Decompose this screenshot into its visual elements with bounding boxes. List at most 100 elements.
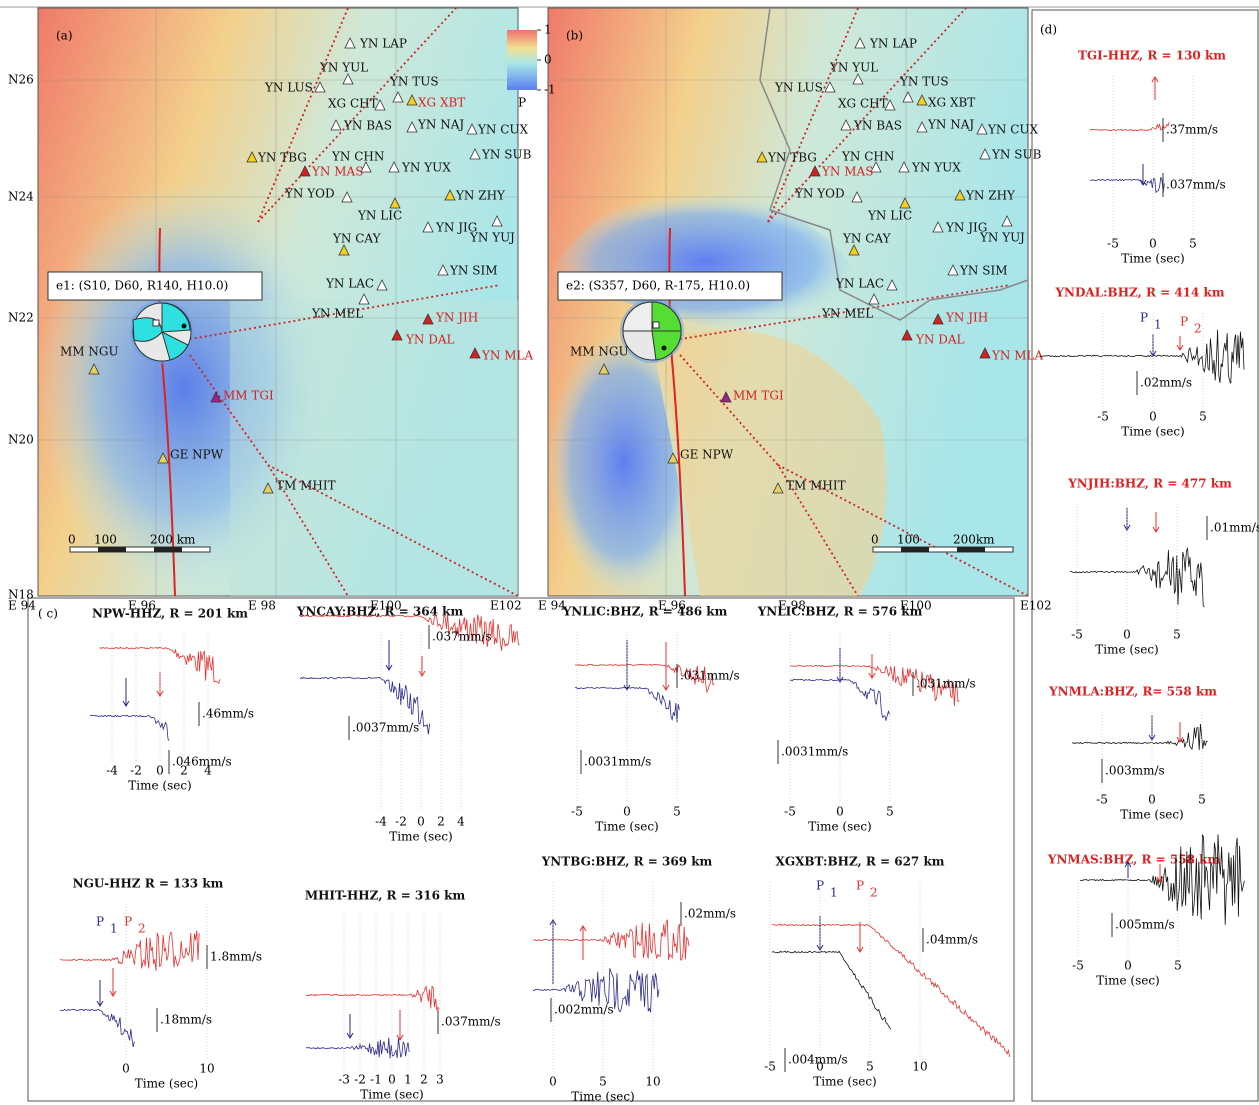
station-label: YN YOD — [794, 187, 845, 201]
x-tick-label: -5 — [1107, 237, 1119, 251]
station-label: YN CHN — [331, 150, 384, 164]
longitude-label: E 98 — [248, 599, 276, 613]
scale-label: .0037mm/s — [352, 721, 419, 735]
mechanism-a — [130, 300, 194, 364]
station-label: YN DAL — [915, 333, 965, 347]
latitude-label: N26 — [8, 73, 34, 87]
x-tick-label: 0 — [836, 805, 844, 819]
pick-label: P — [124, 915, 132, 929]
trace-title: MHIT-HHZ, R = 316 km — [305, 889, 466, 903]
x-tick-label: -2 — [354, 1073, 366, 1087]
trace-title: YNDAL:BHZ, R = 414 km — [1054, 286, 1224, 300]
pick-subscript: 1 — [1154, 318, 1162, 332]
station-label: YN CUX — [987, 123, 1039, 137]
trace-title: YNMAS:BHZ, R = 558 km — [1047, 853, 1221, 867]
scale-label: .01mm/s — [1210, 521, 1259, 535]
station-label: YN YOD — [284, 187, 335, 201]
x-tick-label: 0 — [388, 1073, 396, 1087]
x-axis-label: Time (sec) — [1120, 808, 1183, 822]
trace-title: YNMLA:BHZ, R= 558 km — [1048, 685, 1217, 699]
trace-title: TGI-HHZ, R = 130 km — [1078, 49, 1226, 63]
station-label: YN MAS — [311, 165, 363, 179]
station-label: YN NAJ — [417, 118, 464, 132]
station-label: YN NAJ — [927, 118, 974, 132]
pick-subscript: 2 — [870, 886, 878, 900]
x-tick-label: 5 — [1174, 959, 1182, 973]
station-label: YN YUX — [911, 161, 961, 175]
trace-title: NGU-HHZ R = 133 km — [73, 877, 224, 891]
waveform — [90, 715, 169, 740]
x-tick-label: 5 — [866, 1060, 874, 1074]
station-label: TM MHIT — [276, 479, 336, 493]
x-tick-label: -5 — [784, 805, 796, 819]
station-label: YN MLA — [991, 349, 1043, 363]
x-tick-label: -5 — [1072, 959, 1084, 973]
x-tick-label: 0 — [1149, 410, 1157, 424]
station-label: YN SIM — [959, 264, 1007, 278]
station-label: XG CHT — [328, 97, 378, 111]
figure: YN LAPYN YULYN LUSYN TUSXG XBTXG CHTYN B… — [0, 0, 1259, 1105]
scale-label: .037mm/s — [441, 1015, 501, 1029]
x-tick-label: 5 — [1189, 237, 1197, 251]
station-label: YN LAC — [835, 277, 884, 291]
x-axis-label: Time (sec) — [1096, 974, 1159, 988]
trace-title: YNLIC:BHZ, R = 486 km — [562, 605, 728, 619]
x-tick-label: 5 — [1199, 410, 1207, 424]
x-tick-label: 5 — [1198, 793, 1206, 807]
waveform — [790, 679, 890, 720]
scale-label: 0 — [871, 533, 879, 547]
pick-label: P — [816, 879, 824, 893]
x-tick-label: -5 — [764, 1060, 776, 1074]
station-label: YN ZHY — [965, 189, 1016, 203]
mechanism-label: e2: (S357, D60, R-175, H10.0) — [566, 279, 750, 293]
scale-label: .02mm/s — [684, 907, 736, 921]
scale-label: .037mm/s — [1166, 178, 1226, 192]
x-tick-label: -5 — [571, 805, 583, 819]
waveform — [306, 1038, 409, 1059]
station-label: YN TUS — [389, 75, 439, 89]
pick-label: P — [856, 879, 864, 893]
scale-label: .003mm/s — [1105, 764, 1165, 778]
pick-label: P — [1180, 315, 1188, 329]
waveform — [1090, 122, 1169, 131]
trace-title: YNJIH:BHZ, R = 477 km — [1067, 477, 1232, 491]
x-tick-label: 10 — [645, 1075, 660, 1089]
scale-label: .037mm/s — [432, 630, 492, 644]
x-axis-label: Time (sec) — [571, 1090, 634, 1104]
station-label: YN CUX — [477, 123, 529, 137]
station-label: YN BAS — [343, 119, 392, 133]
x-axis-label: Time (sec) — [128, 779, 191, 793]
waveform — [772, 951, 891, 1029]
scale-label: 200 km — [150, 533, 196, 547]
x-tick-label: 10 — [199, 1062, 214, 1076]
panel-label: (b) — [566, 29, 583, 43]
mechanism-label: e1: (S10, D60, R140, H10.0) — [56, 279, 228, 293]
waveform — [306, 986, 439, 1010]
station-label: YN CAY — [332, 232, 382, 246]
scale-label: 100 — [897, 533, 920, 547]
station-label: MM NGU — [60, 345, 119, 359]
pick-label: P — [96, 915, 104, 929]
longitude-label: E102 — [1020, 599, 1052, 613]
station-label: YN YUJ — [979, 231, 1025, 245]
station-label: YN DAL — [405, 333, 455, 347]
x-axis-label: Time (sec) — [595, 820, 658, 834]
scale-label: .002mm/s — [554, 1003, 614, 1017]
station-label: YN LAP — [869, 37, 917, 51]
scale-label: .046mm/s — [172, 755, 232, 769]
scale-label: .005mm/s — [1115, 918, 1175, 932]
waveform — [533, 920, 689, 961]
station-label: YN MEL — [311, 307, 363, 321]
scale-label: .04mm/s — [926, 933, 978, 947]
station-label: YN YUL — [319, 61, 368, 75]
x-tick-label: 0 — [1123, 628, 1131, 642]
x-tick-label: 0 — [156, 764, 164, 778]
trace-title: YNTBG:BHZ, R = 369 km — [541, 855, 713, 869]
station-label: XG CHT — [838, 97, 888, 111]
panel-label: (d) — [1040, 23, 1057, 37]
x-tick-label: 2 — [437, 815, 445, 829]
map-a-tint — [230, 300, 518, 596]
trace-title: XGXBT:BHZ, R = 627 km — [776, 855, 945, 869]
station-label: YN SUB — [481, 148, 532, 162]
station-label: MM NGU — [570, 345, 629, 359]
